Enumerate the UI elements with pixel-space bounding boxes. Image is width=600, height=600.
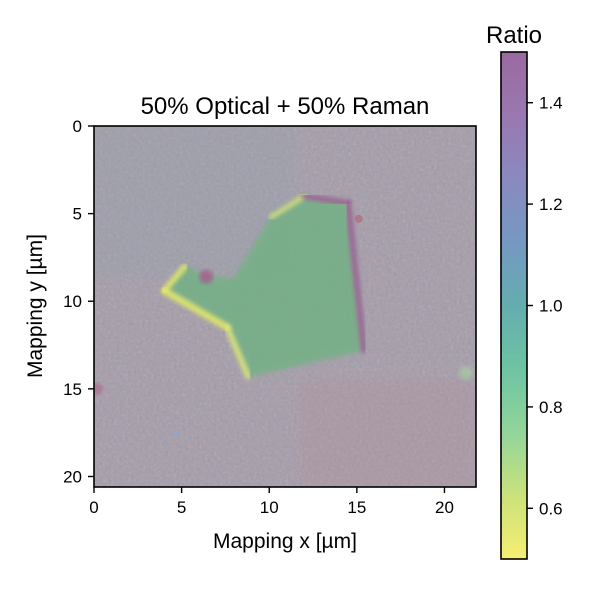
edge-spot-left xyxy=(94,383,103,395)
flake-region xyxy=(160,193,367,380)
y-tick-label: 10 xyxy=(63,292,82,311)
flake-edge-yellow xyxy=(224,324,252,380)
x-tick-label: 0 xyxy=(89,498,98,517)
y-tick-label: 0 xyxy=(73,117,82,136)
colorbar-title: Ratio xyxy=(486,22,542,49)
colorbar-ticks: 0.6 0.8 1.0 1.2 1.4 xyxy=(527,94,563,518)
x-tick-label: 15 xyxy=(347,498,366,517)
colorbar-tick-label: 1.0 xyxy=(539,297,563,316)
x-axis: 0 5 10 15 20 xyxy=(89,487,454,517)
plot-frame xyxy=(93,125,477,488)
small-spot xyxy=(173,430,179,436)
flake-notch xyxy=(199,269,214,284)
colorbar-tick-label: 0.8 xyxy=(539,398,563,417)
x-tick-label: 10 xyxy=(260,498,279,517)
edge-spot-right xyxy=(459,366,473,380)
flake-edge-yellow xyxy=(161,263,189,294)
x-axis-label: Mapping x [µm] xyxy=(213,530,357,553)
flake-edge-yellow xyxy=(160,287,231,331)
x-tick-label: 20 xyxy=(435,498,454,517)
flake-edge-yellow xyxy=(268,193,307,220)
y-axis-label: Mapping y [µm] xyxy=(24,234,47,378)
flake-edge-magenta xyxy=(345,200,367,354)
y-tick-label: 20 xyxy=(63,467,82,486)
chart-title: 50% Optical + 50% Raman xyxy=(141,93,430,120)
colorbar-tick-label: 1.4 xyxy=(539,94,563,113)
flake-core xyxy=(164,196,364,377)
y-axis: 0 5 10 15 20 xyxy=(63,117,94,486)
colorbar-tick-label: 0.6 xyxy=(539,499,563,518)
colorbar-tick-label: 1.2 xyxy=(539,195,563,214)
y-tick-label: 15 xyxy=(63,380,82,399)
y-tick-label: 5 xyxy=(73,205,82,224)
colorbar xyxy=(500,51,528,560)
x-tick-label: 5 xyxy=(177,498,186,517)
heatmap-image xyxy=(94,126,476,487)
flake-edge-magenta xyxy=(301,193,352,207)
flake-spot xyxy=(354,214,363,223)
